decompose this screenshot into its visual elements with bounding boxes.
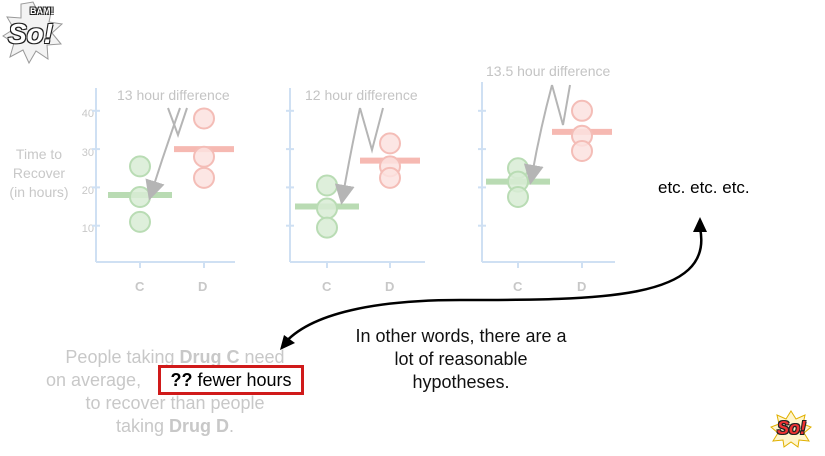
y-axis-label-line: (in hours) bbox=[9, 184, 69, 200]
caption-line: lot of reasonable bbox=[394, 349, 528, 369]
drug-d-point bbox=[193, 145, 215, 168]
panel-difference-arrow bbox=[523, 84, 553, 185]
drug-c-point bbox=[316, 216, 338, 239]
logo-main-text: So! bbox=[8, 18, 54, 49]
statement-text: taking bbox=[115, 416, 170, 436]
x-tick-label: C bbox=[513, 279, 523, 294]
x-tick-label: D bbox=[385, 279, 395, 294]
x-tick-label: C bbox=[135, 279, 145, 294]
x-tick-label: D bbox=[577, 279, 587, 294]
hypothesis-statement: People taking Drug C need on average, to… bbox=[30, 346, 320, 438]
drug-d-text: Drug D bbox=[169, 416, 230, 436]
etc-text: etc. etc. etc. bbox=[658, 178, 750, 197]
caption-line: hypotheses. bbox=[412, 372, 510, 392]
panel-difference-arrow bbox=[551, 84, 571, 126]
statement-line: People taking Drug C need bbox=[30, 346, 320, 369]
unknown-value-text: ?? bbox=[170, 370, 193, 390]
drug-d-point bbox=[571, 99, 593, 122]
drug-d-point bbox=[193, 107, 215, 130]
drug-c-point bbox=[129, 210, 151, 233]
fewer-hours-text: fewer hours bbox=[192, 370, 292, 390]
curved-arrow bbox=[282, 227, 703, 346]
statement-text: need bbox=[239, 347, 285, 367]
statement-text: People taking bbox=[65, 347, 180, 367]
hypotheses-caption: In other words, there are a lot of reaso… bbox=[330, 325, 592, 394]
statquest-logo: BAM! So! bbox=[2, 0, 64, 66]
y-tick-label: 30 bbox=[81, 147, 94, 159]
statement-text: on average, bbox=[46, 370, 142, 390]
panel-difference-label: 12 hour difference bbox=[305, 87, 418, 103]
drug-d-point bbox=[379, 132, 401, 155]
arrowhead-left-icon bbox=[280, 335, 295, 350]
x-tick-label: D bbox=[198, 279, 208, 294]
small-logo-text: So! bbox=[777, 418, 806, 438]
statement-line: to recover than people bbox=[85, 393, 265, 413]
x-tick-label: C bbox=[322, 279, 332, 294]
statement-line: on average, bbox=[30, 369, 320, 392]
panel-difference-label: 13 hour difference bbox=[117, 87, 230, 103]
drug-c-text: Drug C bbox=[179, 347, 240, 367]
logo-burst-icon bbox=[2, 1, 64, 65]
y-axis-label-line: Recover bbox=[12, 165, 66, 181]
logo-top-text: BAM! bbox=[30, 6, 54, 16]
small-logo-burst-icon bbox=[770, 410, 812, 448]
drug-c-point bbox=[507, 185, 529, 208]
y-tick-label: 10 bbox=[81, 223, 94, 235]
y-axis-label: Time to Recover (in hours) bbox=[4, 145, 74, 202]
y-axis-label-line: Time to bbox=[15, 146, 63, 162]
y-tick-label: 40 bbox=[81, 108, 94, 120]
statquest-small-logo: So! bbox=[770, 410, 812, 448]
statement-line: taking Drug D. bbox=[30, 415, 320, 438]
panel-difference-arrow bbox=[334, 107, 361, 205]
drug-c-point bbox=[316, 174, 338, 197]
drug-c-point bbox=[129, 185, 151, 208]
panel-difference-arrow bbox=[145, 107, 181, 201]
panel-difference-label: 13.5 hour difference bbox=[486, 63, 611, 79]
drug-c-point bbox=[129, 155, 151, 178]
drug-d-point bbox=[193, 166, 215, 189]
drug-d-point bbox=[379, 166, 401, 189]
arrowhead-up-icon bbox=[693, 217, 707, 232]
y-tick-label: 20 bbox=[81, 185, 94, 197]
caption-line: In other words, there are a bbox=[355, 326, 567, 346]
panel-difference-arrow bbox=[359, 107, 384, 154]
panel-difference-arrow bbox=[167, 107, 188, 139]
drug-d-point bbox=[571, 140, 593, 163]
fewer-hours-highlight: ?? fewer hours bbox=[158, 365, 304, 395]
statement-text: . bbox=[229, 416, 235, 436]
drug-c-point bbox=[316, 197, 338, 220]
